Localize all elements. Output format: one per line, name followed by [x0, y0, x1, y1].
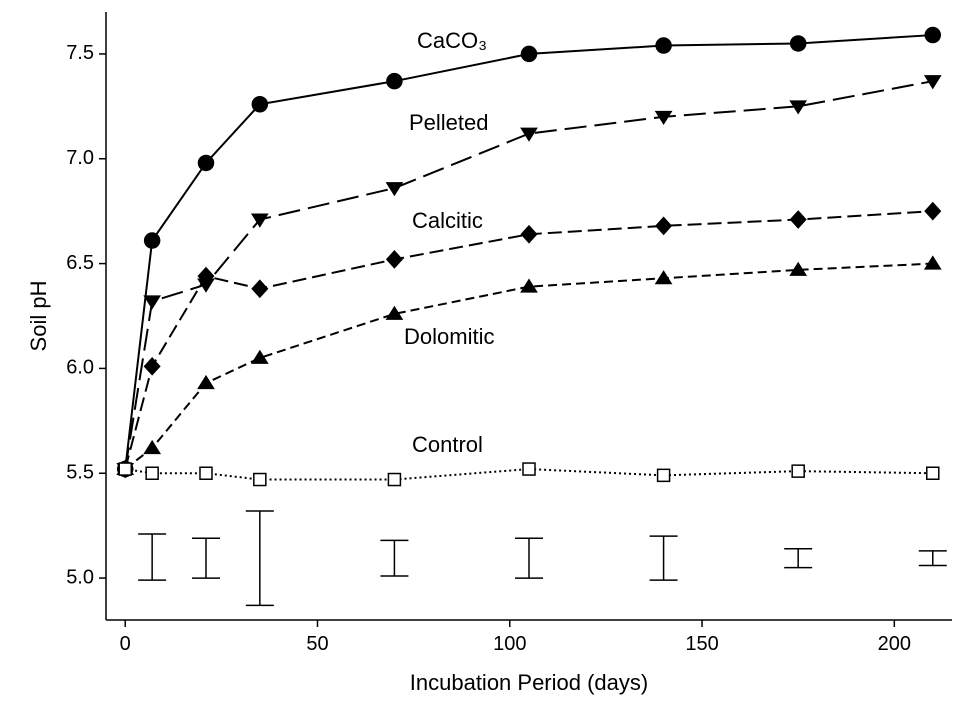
marker: [143, 356, 161, 376]
marker: [924, 201, 942, 221]
marker: [143, 295, 161, 310]
marker: [253, 472, 267, 487]
marker: [655, 37, 672, 54]
marker: [654, 110, 673, 125]
y-tick-label: 6.0: [66, 357, 94, 379]
x-axis-label: Incubation Period (days): [410, 670, 648, 695]
marker: [385, 182, 404, 197]
marker: [386, 72, 403, 90]
y-tick-label: 7.5: [66, 42, 94, 64]
marker: [145, 466, 159, 480]
marker: [143, 232, 161, 249]
marker: [251, 279, 269, 299]
marker: [791, 464, 805, 478]
marker: [143, 439, 161, 455]
marker: [197, 374, 215, 390]
series-label: Control: [412, 432, 483, 457]
series-line: [124, 80, 933, 470]
marker: [923, 75, 942, 90]
y-axis-label: Soil pH: [26, 281, 51, 352]
marker: [520, 45, 538, 63]
marker: [118, 462, 132, 476]
marker: [654, 270, 673, 285]
x-tick-label: 100: [493, 633, 526, 655]
y-tick-label: 5.0: [66, 566, 94, 588]
marker: [789, 100, 808, 115]
series-label: CaCO₃: [417, 28, 487, 53]
marker: [250, 349, 269, 364]
marker: [385, 250, 403, 269]
marker: [199, 466, 213, 480]
marker: [789, 35, 807, 52]
marker: [926, 466, 940, 480]
y-tick-label: 7.0: [66, 147, 94, 169]
marker: [522, 462, 536, 476]
x-tick-label: 50: [306, 633, 328, 655]
marker: [655, 216, 673, 236]
series-label: Dolomitic: [404, 324, 494, 349]
y-tick-label: 5.5: [66, 462, 94, 484]
series-label: Calcitic: [412, 208, 483, 233]
x-tick-label: 0: [120, 633, 131, 655]
marker: [197, 266, 215, 286]
marker: [789, 210, 807, 229]
series-line: [125, 468, 933, 481]
series-line: [124, 34, 933, 470]
series-line: [124, 262, 933, 470]
marker: [789, 261, 808, 276]
marker: [385, 305, 404, 320]
x-tick-label: 200: [878, 633, 911, 655]
series-line: [124, 210, 933, 470]
y-tick-label: 6.5: [66, 252, 94, 274]
marker: [250, 213, 269, 228]
marker: [924, 26, 942, 44]
marker: [251, 95, 269, 113]
marker: [656, 468, 671, 483]
marker: [387, 472, 402, 487]
x-tick-label: 150: [685, 633, 718, 655]
marker: [520, 224, 538, 244]
marker: [520, 278, 538, 293]
marker: [520, 127, 538, 142]
marker: [923, 255, 942, 270]
marker: [197, 154, 215, 172]
series-label: Pelleted: [409, 110, 489, 135]
